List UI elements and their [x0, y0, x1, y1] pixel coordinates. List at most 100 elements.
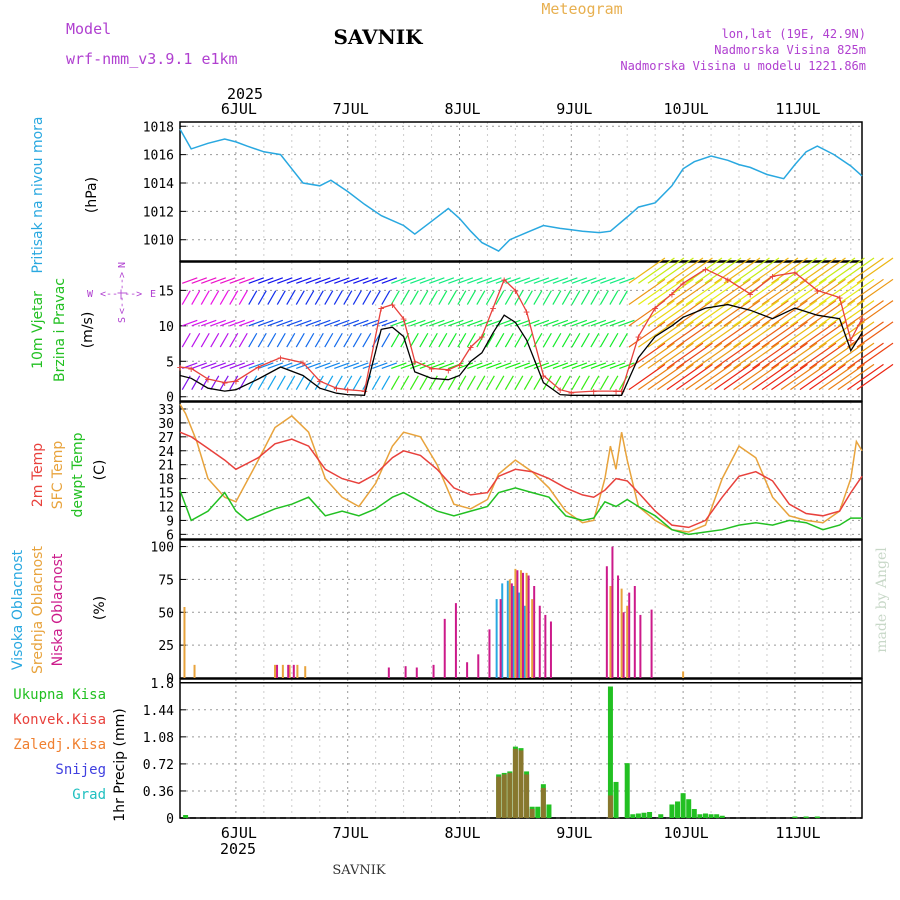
gust-marker: +	[836, 291, 843, 304]
wind-arrow	[685, 363, 723, 391]
wind-arrow	[296, 319, 312, 327]
wind-arrow	[381, 319, 398, 327]
wind-arrow	[780, 257, 818, 284]
wind-arrow	[609, 362, 626, 369]
wind-arrow	[609, 277, 626, 284]
gust-marker: +	[540, 369, 547, 382]
total-precip-bar	[686, 799, 692, 818]
wind-arrow	[856, 342, 894, 369]
compass-horizontal-marks: <--|-->	[100, 289, 142, 300]
wind-arrow	[695, 321, 732, 348]
precip-legend-ice: Zaledj.Kisa	[13, 737, 106, 753]
wind-arrow	[258, 319, 274, 327]
wind-arrow	[419, 375, 429, 390]
wind-arrow	[723, 278, 761, 306]
wind-arrow	[561, 375, 571, 390]
wind-arrow	[314, 332, 324, 348]
wind-arrow	[476, 277, 493, 284]
wind-arrow	[372, 319, 388, 327]
wind-arrow	[647, 278, 685, 306]
wind-arrow	[238, 332, 248, 348]
wind-arrow	[752, 278, 789, 306]
gust-marker: +	[361, 385, 368, 398]
wind-arrow	[324, 332, 334, 348]
wind-arrow	[295, 290, 305, 305]
wind-arrow	[239, 319, 255, 327]
header: Model wrf-nmm_v3.9.1 e1km SAVNIK Meteogr…	[66, 0, 866, 73]
wind-arrow	[723, 342, 761, 369]
y-tick-label: 33	[158, 403, 174, 418]
wind-arrow	[533, 319, 550, 327]
compass-n: N	[117, 262, 128, 268]
wind-arrow	[419, 319, 436, 327]
gust-marker: +	[613, 385, 620, 398]
wind-arrow	[837, 278, 875, 306]
wind-arrow	[210, 332, 220, 348]
gust-marker: +	[445, 364, 452, 377]
wind-arrow	[676, 257, 713, 284]
wind-arrow	[381, 290, 391, 305]
wind-arrow	[448, 277, 464, 284]
wind-arrow	[619, 362, 635, 369]
day-labels-bottom: 6JUL 7JUL 8JUL 9JUL 10JUL 11JUL	[221, 824, 821, 842]
wind-arrow	[372, 362, 388, 369]
wind-arrow	[742, 321, 780, 348]
wind-arrow	[476, 290, 486, 305]
wind-arrow	[676, 321, 713, 348]
wind-arrow	[371, 375, 381, 390]
wind-arrow	[685, 300, 723, 327]
wind-arrow	[219, 290, 229, 305]
wind-arrow	[666, 257, 704, 284]
wind-arrow	[457, 362, 474, 369]
pressure-labels: Pritisak na nivou mora (hPa)	[30, 116, 100, 273]
wind-arrow	[181, 290, 191, 305]
wind-arrow	[210, 277, 226, 284]
wind-arrow	[314, 375, 324, 390]
wind-arrow	[647, 257, 685, 284]
lonlat-label: lon,lat (19E, 42.9N)	[722, 27, 867, 41]
wind-arrow	[390, 375, 400, 390]
wind-arrow	[714, 363, 751, 391]
gust-marker: +	[221, 377, 228, 390]
day-label-top: 10JUL	[664, 100, 709, 118]
wind-arrow	[181, 332, 191, 348]
wind-arrow	[410, 319, 426, 327]
wind-arrow	[695, 257, 732, 284]
year-top: 2025	[227, 85, 263, 103]
wind-arrow	[191, 319, 207, 327]
wind-arrow	[324, 290, 334, 305]
wind-arrow	[504, 290, 514, 305]
wind-arrow	[609, 290, 619, 305]
wind-arrow	[666, 278, 704, 306]
day-label-bottom: 8JUL	[444, 824, 480, 842]
temp-title-1: 2m Temp	[30, 443, 46, 507]
wind-arrow	[476, 332, 486, 348]
wind-arrow	[238, 290, 248, 305]
wind-arrow	[543, 319, 559, 327]
wind-arrow	[685, 342, 723, 369]
wind-arrow	[676, 342, 713, 369]
wind-arrow	[286, 362, 303, 369]
wind-arrow	[476, 362, 493, 369]
y-tick-label: 15	[158, 487, 174, 502]
temp-labels: 2m Temp SFC Temp dewpt Temp (C)	[30, 432, 108, 517]
wind-arrow	[286, 290, 296, 305]
model-label: Model	[66, 20, 111, 38]
wind-arrow	[638, 342, 675, 369]
wind-arrow	[543, 277, 559, 284]
gust-marker: +	[557, 384, 564, 397]
wind-arrow	[333, 290, 343, 305]
y-tick-label: 50	[158, 606, 174, 621]
wind-arrow	[809, 300, 846, 327]
wind-arrow	[837, 342, 875, 369]
wind-arrow	[191, 375, 201, 390]
wind-arrow	[771, 278, 808, 306]
wind-arrow	[409, 332, 419, 348]
cloud-title-1: Visoka Oblacnost	[10, 549, 26, 670]
wind-arrow	[590, 319, 607, 327]
cloud-title-2: Srednja Oblacnost	[30, 546, 46, 674]
wind-arrow	[581, 362, 597, 369]
wind-arrow	[438, 332, 448, 348]
total-precip-bar	[535, 806, 541, 818]
y-tick-label: 15	[158, 284, 174, 299]
